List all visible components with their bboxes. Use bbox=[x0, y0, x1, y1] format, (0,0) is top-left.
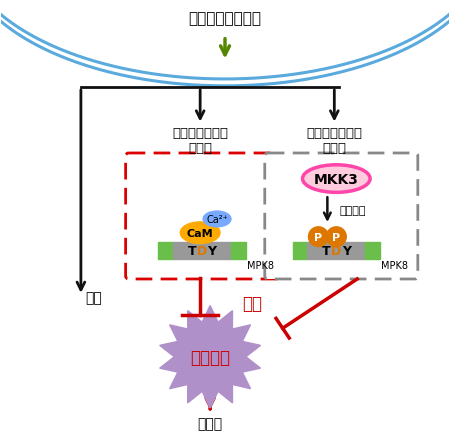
Ellipse shape bbox=[203, 211, 231, 227]
Text: Ca²⁺: Ca²⁺ bbox=[206, 214, 228, 224]
Text: T: T bbox=[322, 244, 331, 257]
Text: Y: Y bbox=[342, 244, 351, 257]
Text: P: P bbox=[315, 232, 323, 242]
Text: D: D bbox=[331, 244, 342, 257]
Bar bbox=[231, 242, 246, 260]
Bar bbox=[365, 242, 380, 260]
Text: Y: Y bbox=[207, 244, 216, 257]
Text: リン酸化以外の: リン酸化以外の bbox=[172, 127, 228, 140]
Text: P: P bbox=[332, 232, 340, 242]
Text: 細脹死: 細脹死 bbox=[198, 416, 223, 430]
Text: T: T bbox=[188, 244, 197, 257]
Text: MKK3: MKK3 bbox=[314, 172, 359, 186]
Circle shape bbox=[326, 227, 346, 247]
Text: リレー: リレー bbox=[322, 142, 346, 155]
Bar bbox=[307, 242, 365, 260]
Bar bbox=[173, 242, 231, 260]
Text: 生成: 生成 bbox=[85, 291, 102, 305]
Text: CaM: CaM bbox=[187, 228, 213, 238]
Bar bbox=[292, 242, 307, 260]
Text: 定説のリン酸化: 定説のリン酸化 bbox=[306, 127, 362, 140]
Ellipse shape bbox=[180, 222, 220, 244]
Ellipse shape bbox=[302, 165, 370, 193]
Polygon shape bbox=[160, 306, 261, 408]
Bar bbox=[158, 242, 173, 260]
FancyBboxPatch shape bbox=[265, 154, 418, 279]
FancyBboxPatch shape bbox=[126, 154, 279, 279]
Text: MPK8: MPK8 bbox=[381, 261, 408, 271]
Text: 傷などのストレス: 傷などのストレス bbox=[189, 11, 261, 26]
Text: 抑制: 抑制 bbox=[242, 294, 262, 312]
Text: 活性化: 活性化 bbox=[188, 142, 212, 155]
Circle shape bbox=[309, 227, 328, 247]
Text: D: D bbox=[197, 244, 207, 257]
Text: リン酸化: リン酸化 bbox=[339, 206, 366, 216]
Text: 活性酸素: 活性酸素 bbox=[190, 348, 230, 366]
Text: MPK8: MPK8 bbox=[247, 261, 274, 271]
